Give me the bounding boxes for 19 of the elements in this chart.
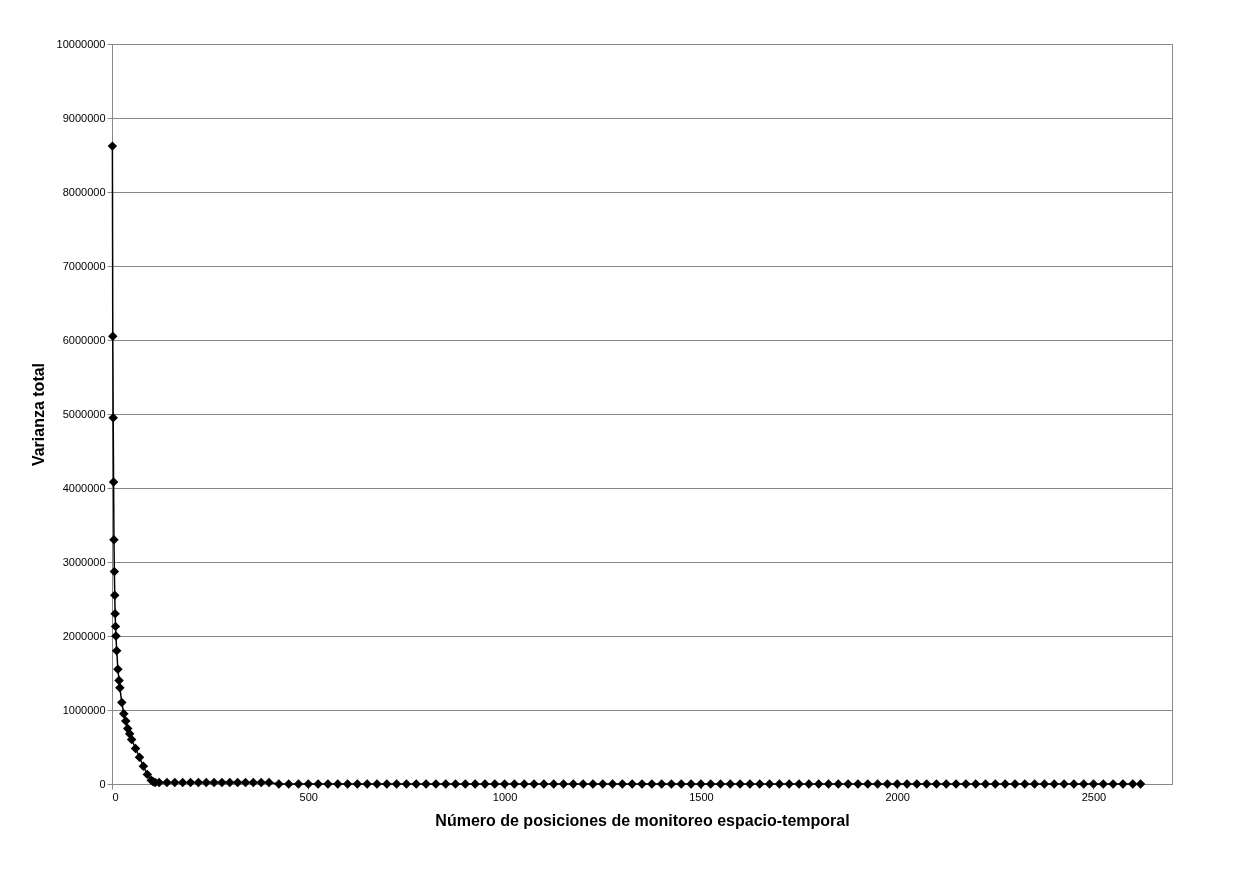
x-tick-label: 2000 bbox=[885, 790, 910, 803]
x-tick-label: 500 bbox=[299, 790, 318, 803]
y-tick-label: 7000000 bbox=[62, 259, 106, 272]
y-tick-label: 5000000 bbox=[62, 407, 106, 420]
x-tick-label: 2500 bbox=[1081, 790, 1107, 803]
y-tick-label: 9000000 bbox=[62, 111, 106, 124]
y-tick-label: 2000000 bbox=[62, 629, 106, 642]
y-tick-label: 3000000 bbox=[62, 555, 106, 568]
y-tick-label: 4000000 bbox=[62, 481, 106, 494]
y-tick-label: 0 bbox=[99, 777, 106, 790]
x-tick-label: 1000 bbox=[492, 790, 518, 803]
x-tick-label: 0 bbox=[112, 790, 119, 803]
y-tick-label: 1000000 bbox=[62, 703, 106, 716]
y-tick-label: 8000000 bbox=[62, 185, 106, 198]
x-tick-label: 1500 bbox=[689, 790, 714, 803]
y-tick-label: 6000000 bbox=[62, 333, 106, 346]
x-axis-title: Número de posiciones de monitoreo espacio-temporal bbox=[435, 811, 850, 829]
y-tick-label: 10000000 bbox=[56, 37, 106, 50]
y-axis-title: Varianza total bbox=[29, 362, 47, 467]
